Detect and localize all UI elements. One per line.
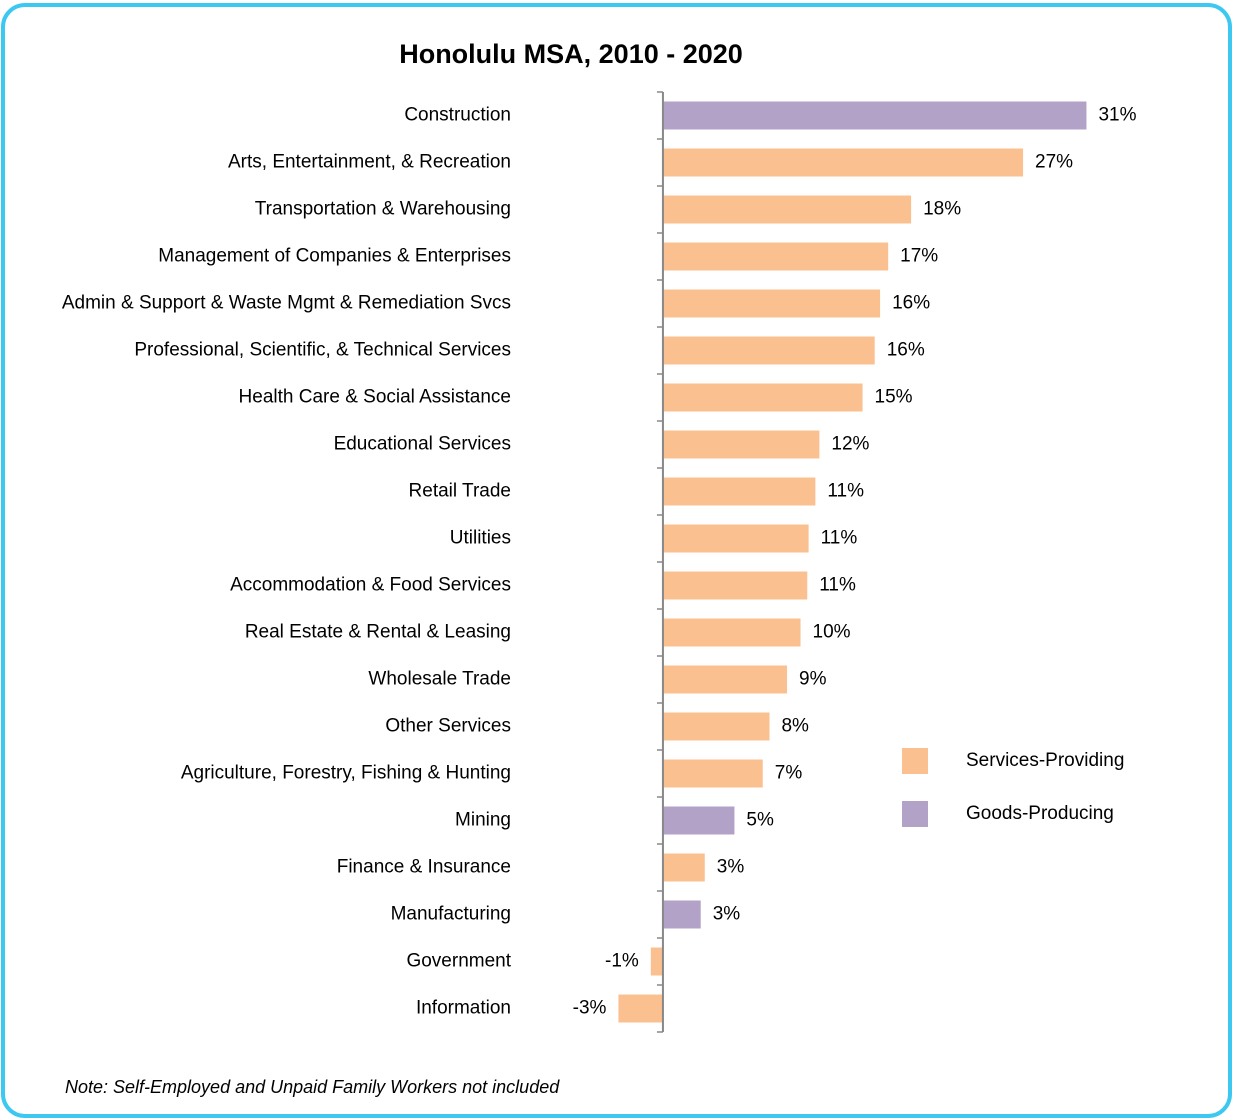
bar — [662, 806, 735, 835]
bar — [662, 148, 1024, 177]
bar — [662, 759, 763, 788]
legend-swatch — [902, 801, 928, 827]
bar — [662, 571, 808, 600]
bar — [662, 336, 875, 365]
data-label: 11% — [827, 481, 864, 502]
bar — [662, 900, 701, 929]
data-label: 11% — [821, 528, 858, 549]
category-label: Professional, Scientific, & Technical Se… — [134, 340, 511, 361]
legend-label: Goods-Producing — [966, 803, 1114, 824]
data-label: 3% — [713, 904, 741, 925]
category-label: Transportation & Warehousing — [255, 199, 511, 220]
bar — [662, 289, 881, 318]
data-label: 3% — [717, 857, 745, 878]
category-label: Real Estate & Rental & Leasing — [245, 622, 511, 643]
category-label: Health Care & Social Assistance — [239, 387, 511, 408]
data-label: 16% — [887, 340, 925, 361]
data-label: 12% — [831, 434, 869, 455]
category-label: Utilities — [450, 528, 511, 549]
category-label: Wholesale Trade — [368, 669, 511, 690]
data-label: 17% — [900, 246, 938, 267]
data-label: 18% — [923, 199, 961, 220]
note: Note: Self-Employed and Unpaid Family Wo… — [65, 1077, 560, 1097]
bar — [662, 477, 816, 506]
category-label: Management of Companies & Enterprises — [158, 246, 511, 267]
category-label: Manufacturing — [391, 904, 511, 925]
category-label: Educational Services — [334, 434, 511, 455]
data-label: 11% — [819, 575, 856, 596]
legend-label: Services-Providing — [966, 750, 1124, 771]
bar — [662, 853, 705, 882]
data-label: -3% — [573, 998, 607, 1019]
data-label: -1% — [605, 951, 639, 972]
category-label: Information — [416, 998, 511, 1019]
data-label: 15% — [875, 387, 913, 408]
category-label: Government — [406, 951, 511, 972]
bar — [662, 665, 788, 694]
bar — [662, 524, 809, 553]
category-label: Other Services — [385, 716, 511, 737]
data-label: 27% — [1035, 152, 1073, 173]
category-label: Finance & Insurance — [337, 857, 511, 878]
data-label: 31% — [1098, 105, 1136, 126]
data-label: 8% — [781, 716, 809, 737]
bar — [662, 618, 801, 647]
category-label: Retail Trade — [409, 481, 511, 502]
category-label: Admin & Support & Waste Mgmt & Remediati… — [62, 293, 511, 314]
bar — [662, 101, 1087, 130]
bar — [662, 430, 820, 459]
bar — [662, 195, 912, 224]
data-label: 7% — [775, 763, 803, 784]
category-label: Construction — [404, 105, 511, 126]
bar — [662, 712, 770, 741]
bar — [662, 383, 863, 412]
data-label: 5% — [746, 810, 774, 831]
frame — [1, 3, 1232, 1118]
chart-title: Honolulu MSA, 2010 - 2020 — [399, 39, 743, 69]
data-label: 9% — [799, 669, 827, 690]
data-label: 10% — [813, 622, 851, 643]
category-label: Agriculture, Forestry, Fishing & Hunting — [181, 763, 511, 784]
category-label: Arts, Entertainment, & Recreation — [228, 152, 511, 173]
data-label: 16% — [892, 293, 930, 314]
legend-swatch — [902, 748, 928, 774]
bar — [618, 994, 663, 1023]
category-label: Mining — [455, 810, 511, 831]
bar — [662, 242, 889, 271]
category-label: Accommodation & Food Services — [230, 575, 511, 596]
bar — [650, 947, 663, 976]
